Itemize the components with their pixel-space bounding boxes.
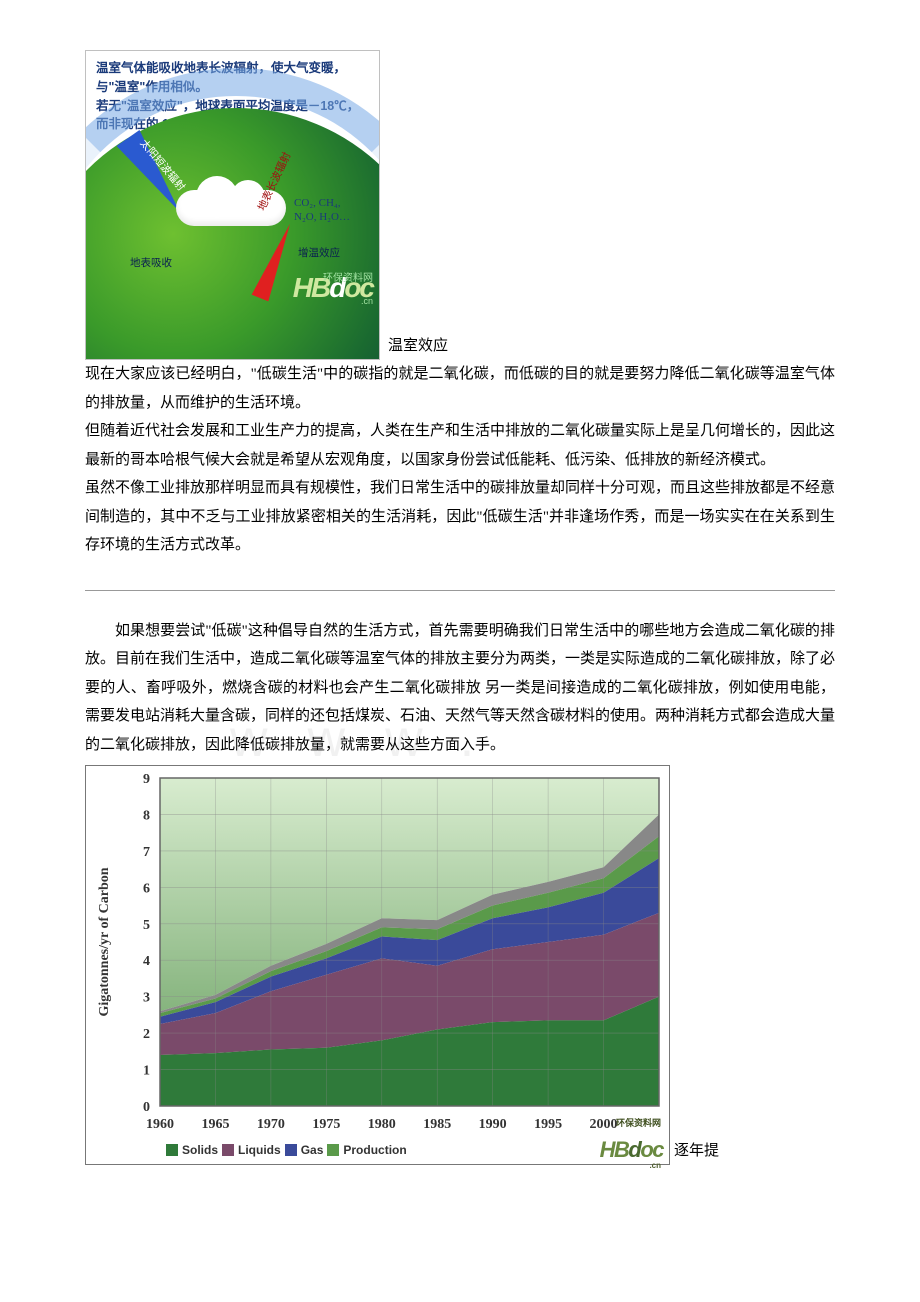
chart-legend: Solids Liquids Gas Production 环保资料网 HBdo… — [166, 1139, 663, 1161]
svg-text:3: 3 — [143, 991, 150, 1006]
paragraph-1a: 现在大家应该已经明白，"低碳生活"中的碳指的就是二氧化碳，而低碳的目的就是要努力… — [85, 360, 835, 417]
svg-text:2: 2 — [143, 1027, 150, 1042]
figure1-watermark-url: .cn — [361, 293, 373, 310]
svg-text:4: 4 — [143, 954, 150, 969]
legend-swatch-liquids — [222, 1144, 234, 1156]
svg-text:9: 9 — [143, 772, 150, 787]
greenhouse-diagram: 温室气体能吸收地表长波辐射，使大气变暖，与"温室"作用相似。 若无"温室效应"，… — [85, 50, 380, 360]
paragraph-1c: 虽然不像工业排放那样明显而具有规模性，我们日常生活中的碳排放量却同样十分可观，而… — [85, 474, 835, 560]
figure1-caption: 温室效应 — [388, 332, 448, 361]
svg-text:1990: 1990 — [479, 1117, 507, 1132]
svg-text:1995: 1995 — [534, 1117, 562, 1132]
legend-swatch-solids — [166, 1144, 178, 1156]
chart-svg: 0 1 2 3 4 5 6 7 8 9 1960 1965 1970 1975 1980 1985 1990 19… — [86, 766, 669, 1164]
paragraph-2: 如果想要尝试"低碳"这种倡导自然的生活方式，首先需要明确我们日常生活中的哪些地方… — [85, 617, 835, 760]
paragraph-1b: 但随着近代社会发展和工业生产力的提高，人类在生产和生活中排放的二氧化碳量实际上是… — [85, 417, 835, 474]
svg-text:1980: 1980 — [368, 1117, 396, 1132]
svg-text:Gigatonnes/yr of Carbon: Gigatonnes/yr of Carbon — [97, 867, 112, 1016]
svg-text:0: 0 — [143, 1100, 150, 1115]
svg-text:1970: 1970 — [257, 1117, 285, 1132]
figure1-block: 温室气体能吸收地表长波辐射，使大气变暖，与"温室"作用相似。 若无"温室效应"，… — [85, 50, 835, 560]
legend-label-solids: Solids — [182, 1139, 218, 1162]
legend-swatch-gas — [285, 1144, 297, 1156]
legend-swatch-production — [327, 1144, 339, 1156]
gas-formulas: CO₂, CH₄, N₂O, H₂O… — [294, 196, 350, 225]
svg-text:6: 6 — [143, 881, 150, 896]
figure1-graphic: 太阳短波辐射 地表长波辐射 地表吸收 增温效应 CO₂, CH₄, N₂O, H… — [86, 138, 379, 318]
svg-text:1985: 1985 — [423, 1117, 451, 1132]
svg-text:1: 1 — [143, 1064, 150, 1079]
figure2-caption: 逐年提 — [674, 1137, 719, 1166]
carbon-emissions-chart: 0 1 2 3 4 5 6 7 8 9 1960 1965 1970 1975 1980 1985 1990 19… — [85, 765, 670, 1165]
svg-text:1960: 1960 — [146, 1117, 174, 1132]
svg-text:7: 7 — [143, 845, 150, 860]
svg-text:1965: 1965 — [201, 1117, 229, 1132]
legend-label-gas: Gas — [301, 1139, 324, 1162]
legend-label-liquids: Liquids — [238, 1139, 281, 1162]
svg-text:8: 8 — [143, 808, 150, 823]
section-divider — [85, 590, 835, 591]
figure2-watermark: 环保资料网 HBdoc .cn — [600, 1129, 663, 1171]
figure1-watermark-cn: 环保资料网 — [323, 269, 373, 288]
figure2-wrap: 0 1 2 3 4 5 6 7 8 9 1960 1965 1970 1975 1980 1985 1990 19… — [85, 765, 835, 1165]
label-absorb: 地表吸收 — [130, 254, 172, 274]
svg-text:1975: 1975 — [312, 1117, 340, 1132]
svg-text:5: 5 — [143, 918, 150, 933]
legend-label-production: Production — [343, 1139, 406, 1162]
